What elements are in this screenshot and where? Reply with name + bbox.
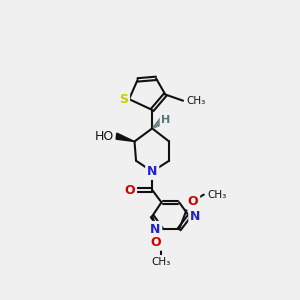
Text: S: S bbox=[119, 93, 128, 106]
Text: O: O bbox=[188, 195, 198, 208]
Text: CH₃: CH₃ bbox=[208, 190, 227, 200]
Text: O: O bbox=[151, 236, 161, 249]
Text: CH₃: CH₃ bbox=[152, 256, 171, 267]
Text: H: H bbox=[161, 115, 171, 125]
Text: N: N bbox=[190, 210, 200, 223]
Text: CH₃: CH₃ bbox=[186, 96, 205, 106]
Text: HO: HO bbox=[94, 130, 114, 142]
Text: N: N bbox=[147, 165, 158, 178]
Text: N: N bbox=[150, 223, 160, 236]
Polygon shape bbox=[115, 133, 134, 142]
Text: O: O bbox=[124, 184, 135, 196]
